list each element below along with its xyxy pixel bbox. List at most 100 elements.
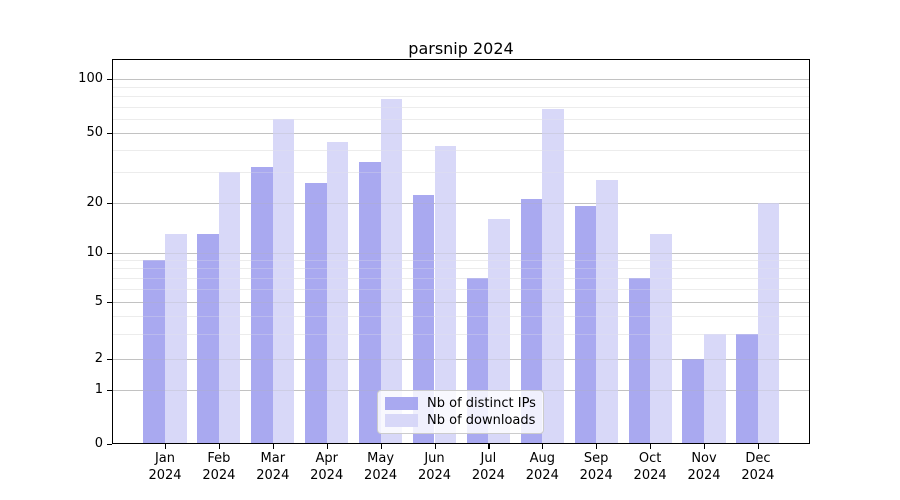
bar-distinct-ips — [628, 277, 651, 444]
gridline-minor — [112, 333, 810, 335]
x-tick-mark — [488, 444, 490, 449]
gridline-minor — [112, 106, 810, 108]
x-tick-label: Aug 2024 — [525, 451, 559, 483]
gridline-minor — [112, 268, 810, 270]
y-tick-mark — [107, 444, 112, 446]
gridline-major — [112, 79, 810, 80]
gridline-minor — [112, 277, 810, 279]
x-tick-label: May 2024 — [364, 451, 398, 483]
legend-label-downloads: Nb of downloads — [427, 413, 536, 428]
gridline-major — [112, 252, 810, 254]
x-tick-label: Apr 2024 — [310, 451, 344, 483]
x-tick-mark — [434, 444, 436, 449]
gridline-minor — [112, 288, 810, 290]
bar-downloads — [596, 179, 618, 444]
gridline-major — [112, 79, 810, 80]
x-tick-label: Jan 2024 — [148, 451, 182, 483]
y-tick-mark — [107, 359, 112, 361]
bar-distinct-ips — [197, 233, 219, 444]
bar-downloads — [488, 218, 510, 444]
gridline-minor — [112, 315, 810, 317]
gridline-minor — [112, 87, 810, 89]
bar-distinct-ips — [736, 333, 758, 444]
bar-distinct-ips — [305, 182, 327, 444]
y-tick-mark — [107, 79, 112, 81]
gridline-minor — [112, 106, 810, 108]
x-tick-label: Dec 2024 — [741, 451, 775, 483]
legend-row-distinct-ips: Nb of distinct IPs — [385, 395, 536, 412]
bar-downloads — [542, 108, 564, 444]
gridline-minor — [112, 118, 810, 120]
y-tick-label: 10 — [86, 244, 103, 260]
x-tick-label: Mar 2024 — [256, 451, 290, 483]
gridline-minor — [112, 260, 810, 262]
gridline-minor — [112, 315, 810, 317]
x-tick-label: Sep 2024 — [579, 451, 613, 483]
x-tick-mark — [218, 444, 221, 449]
x-tick-mark — [757, 444, 760, 449]
x-tick-mark — [650, 444, 652, 449]
x-tick-label: Oct 2024 — [633, 451, 667, 483]
y-tick-mark — [107, 202, 112, 204]
y-tick-label: 100 — [78, 71, 103, 86]
x-tick-label: Feb 2024 — [202, 451, 236, 483]
gridline-minor — [112, 118, 810, 120]
bar-downloads — [326, 142, 349, 444]
y-tick-mark — [107, 252, 112, 254]
y-tick-label: 2 — [94, 351, 103, 366]
legend-row-downloads: Nb of downloads — [385, 412, 535, 429]
bar-downloads — [704, 333, 726, 444]
legend-label-distinct-ips: Nb of distinct IPs — [427, 396, 536, 411]
gridline-minor — [112, 149, 810, 151]
gridline-major — [112, 301, 810, 303]
x-tick-label: Nov 2024 — [687, 451, 721, 483]
gridline-major — [112, 132, 810, 134]
gridline-major — [112, 359, 810, 360]
gridline-minor — [112, 268, 810, 270]
gridline-minor — [112, 87, 810, 89]
plot-border — [112, 59, 810, 444]
bar-downloads — [218, 171, 241, 444]
bar-downloads — [380, 99, 403, 444]
legend-swatch-distinct-ips-icon — [385, 397, 418, 410]
bar-distinct-ips — [682, 359, 704, 444]
gridline-minor — [112, 96, 810, 98]
chart-title: parsnip 2024 — [408, 39, 514, 58]
gridline-minor — [112, 288, 810, 290]
y-tick-label: 5 — [94, 293, 103, 309]
gridline-major — [112, 252, 810, 254]
y-tick-mark — [107, 132, 112, 134]
bar-distinct-ips — [143, 260, 165, 444]
gridline-major — [112, 359, 810, 360]
x-tick-label: Jun 2024 — [417, 451, 452, 483]
bar-distinct-ips — [574, 206, 597, 444]
gridline-major — [112, 202, 810, 204]
gridline-minor — [112, 149, 810, 151]
x-tick-mark — [165, 444, 167, 449]
gridline-major — [112, 132, 810, 134]
bar-downloads — [757, 202, 780, 444]
bar-downloads — [434, 146, 457, 444]
bar-downloads — [272, 118, 295, 444]
bar-downloads — [650, 233, 672, 444]
y-tick-label: 50 — [86, 124, 103, 140]
x-tick-mark — [272, 444, 274, 449]
legend-swatch-downloads-icon — [385, 414, 418, 427]
gridline-major — [112, 202, 810, 204]
y-tick-mark — [107, 390, 112, 392]
gridline-minor — [112, 277, 810, 279]
x-tick-mark — [542, 444, 544, 449]
bar-distinct-ips — [412, 195, 435, 444]
bar-distinct-ips — [520, 198, 543, 444]
bar-distinct-ips — [251, 166, 273, 444]
x-tick-label: Jul 2024 — [471, 451, 505, 483]
legend: Nb of distinct IPs Nb of downloads — [377, 390, 544, 434]
y-tick-label: 1 — [94, 382, 103, 397]
gridline-minor — [112, 96, 810, 98]
gridline-minor — [112, 260, 810, 262]
y-tick-label: 20 — [86, 194, 103, 210]
x-tick-mark — [380, 444, 382, 449]
y-tick-label: 0 — [94, 436, 103, 451]
x-tick-mark — [326, 444, 328, 449]
